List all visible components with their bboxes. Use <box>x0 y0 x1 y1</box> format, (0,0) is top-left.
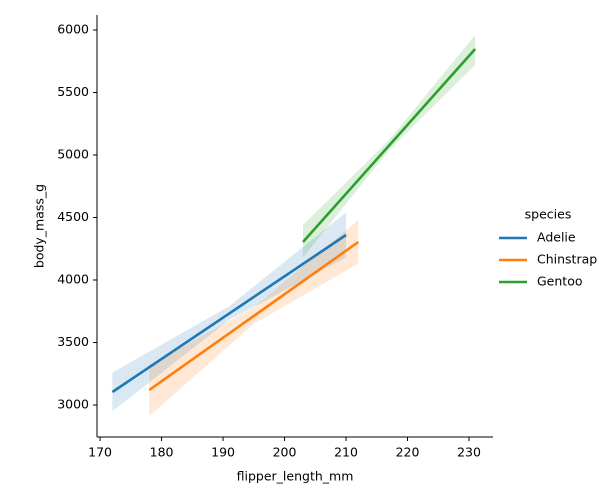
x-tick-label: 180 <box>150 445 174 460</box>
x-axis-label: flipper_length_mm <box>237 469 354 484</box>
x-tick-label: 170 <box>88 445 112 460</box>
x-tick-label: 230 <box>457 445 481 460</box>
x-tick-label: 220 <box>396 445 420 460</box>
confidence-band <box>112 212 347 412</box>
y-tick-label: 6000 <box>57 22 89 37</box>
y-axis-label: body_mass_g <box>32 184 47 268</box>
x-tick-label: 190 <box>211 445 235 460</box>
y-tick-label: 5500 <box>57 84 89 99</box>
regression-line <box>148 240 360 392</box>
y-tick-label: 4000 <box>57 272 89 287</box>
regression-line <box>302 48 477 243</box>
legend-label: Gentoo <box>537 274 583 289</box>
regression-line <box>111 233 347 394</box>
x-tick-label: 210 <box>334 445 358 460</box>
y-tick-label: 3000 <box>57 397 89 412</box>
y-tick-label: 5000 <box>57 147 89 162</box>
y-tick-label: 3500 <box>57 334 89 349</box>
y-tick-label: 4500 <box>57 209 89 224</box>
x-tick-label: 200 <box>273 445 297 460</box>
legend-label: Chinstrap <box>537 252 597 267</box>
legend-label: Adelie <box>537 230 576 245</box>
confidence-band <box>149 220 359 417</box>
legend-title: species <box>525 207 572 222</box>
